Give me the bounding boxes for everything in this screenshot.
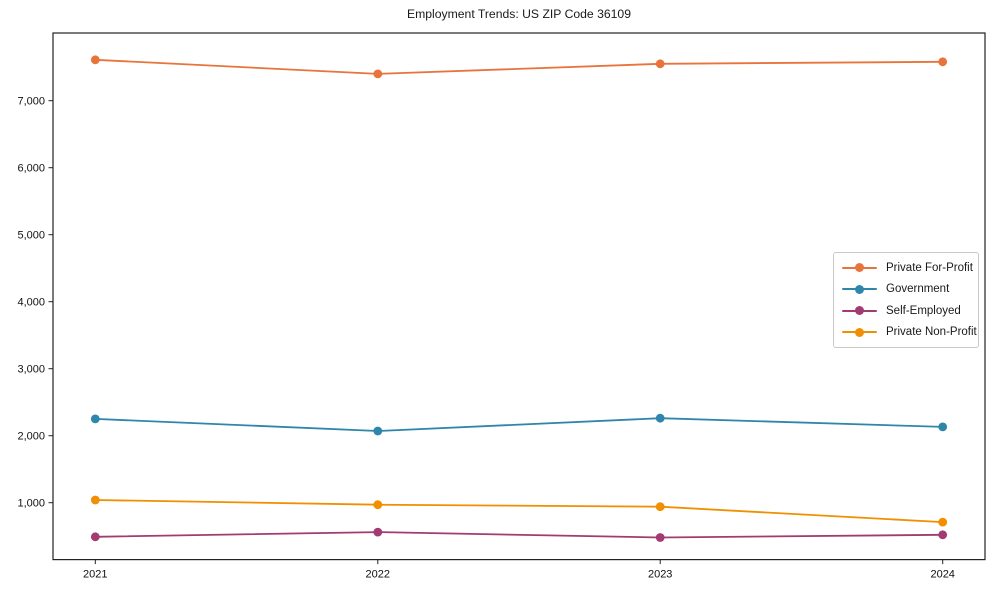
legend-marker-line-dot-icon [842,263,877,273]
y-tick-label: 6,000 [17,163,45,175]
data-point [90,55,100,65]
series-line [95,417,943,432]
series-line [95,531,943,539]
x-tick-label: 2023 [648,569,672,581]
data-point [90,532,100,542]
legend-label: Private Non-Profit [886,326,977,339]
y-tick-label: 3,000 [17,364,45,376]
legend-label: Self-Employed [886,304,961,317]
data-point [90,414,100,424]
series-line [95,499,943,523]
x-tick-label: 2021 [83,569,107,581]
data-point [938,517,948,527]
data-point [655,502,665,512]
data-point [938,422,948,432]
plot-border [52,32,986,561]
chart-title: Employment Trends: US ZIP Code 36109 [406,7,631,21]
legend-item: Private Non-Profit [842,322,977,344]
x-tick-label: 2024 [930,569,954,581]
y-tick-label: 5,000 [17,230,45,242]
data-point [373,500,383,510]
data-point [938,530,948,540]
data-point [655,59,665,69]
data-point [655,413,665,423]
legend-marker-line-dot-icon [842,306,877,316]
legend-item: Private For-Profit [842,257,973,279]
y-tick-label: 7,000 [17,96,45,108]
legend-item: Government [842,279,970,301]
data-point [655,533,665,542]
legend-label: Government [886,283,950,296]
legend-label: Private For-Profit [886,261,973,274]
x-tick-label: 2022 [366,569,390,581]
data-point [90,495,100,505]
legend-item: Self-Employed [842,300,970,322]
data-point [373,426,383,436]
series-line [95,58,943,75]
data-point [373,527,383,537]
legend-marker-line-dot-icon [842,327,877,337]
y-tick-label: 1,000 [17,498,45,510]
data-point [938,57,948,67]
data-point [373,69,383,79]
legend-marker-line-dot-icon [842,284,877,294]
legend: Private For-Profit Government Self-Emplo… [833,252,979,348]
y-tick-label: 4,000 [17,297,45,309]
y-tick-label: 2,000 [17,431,45,443]
